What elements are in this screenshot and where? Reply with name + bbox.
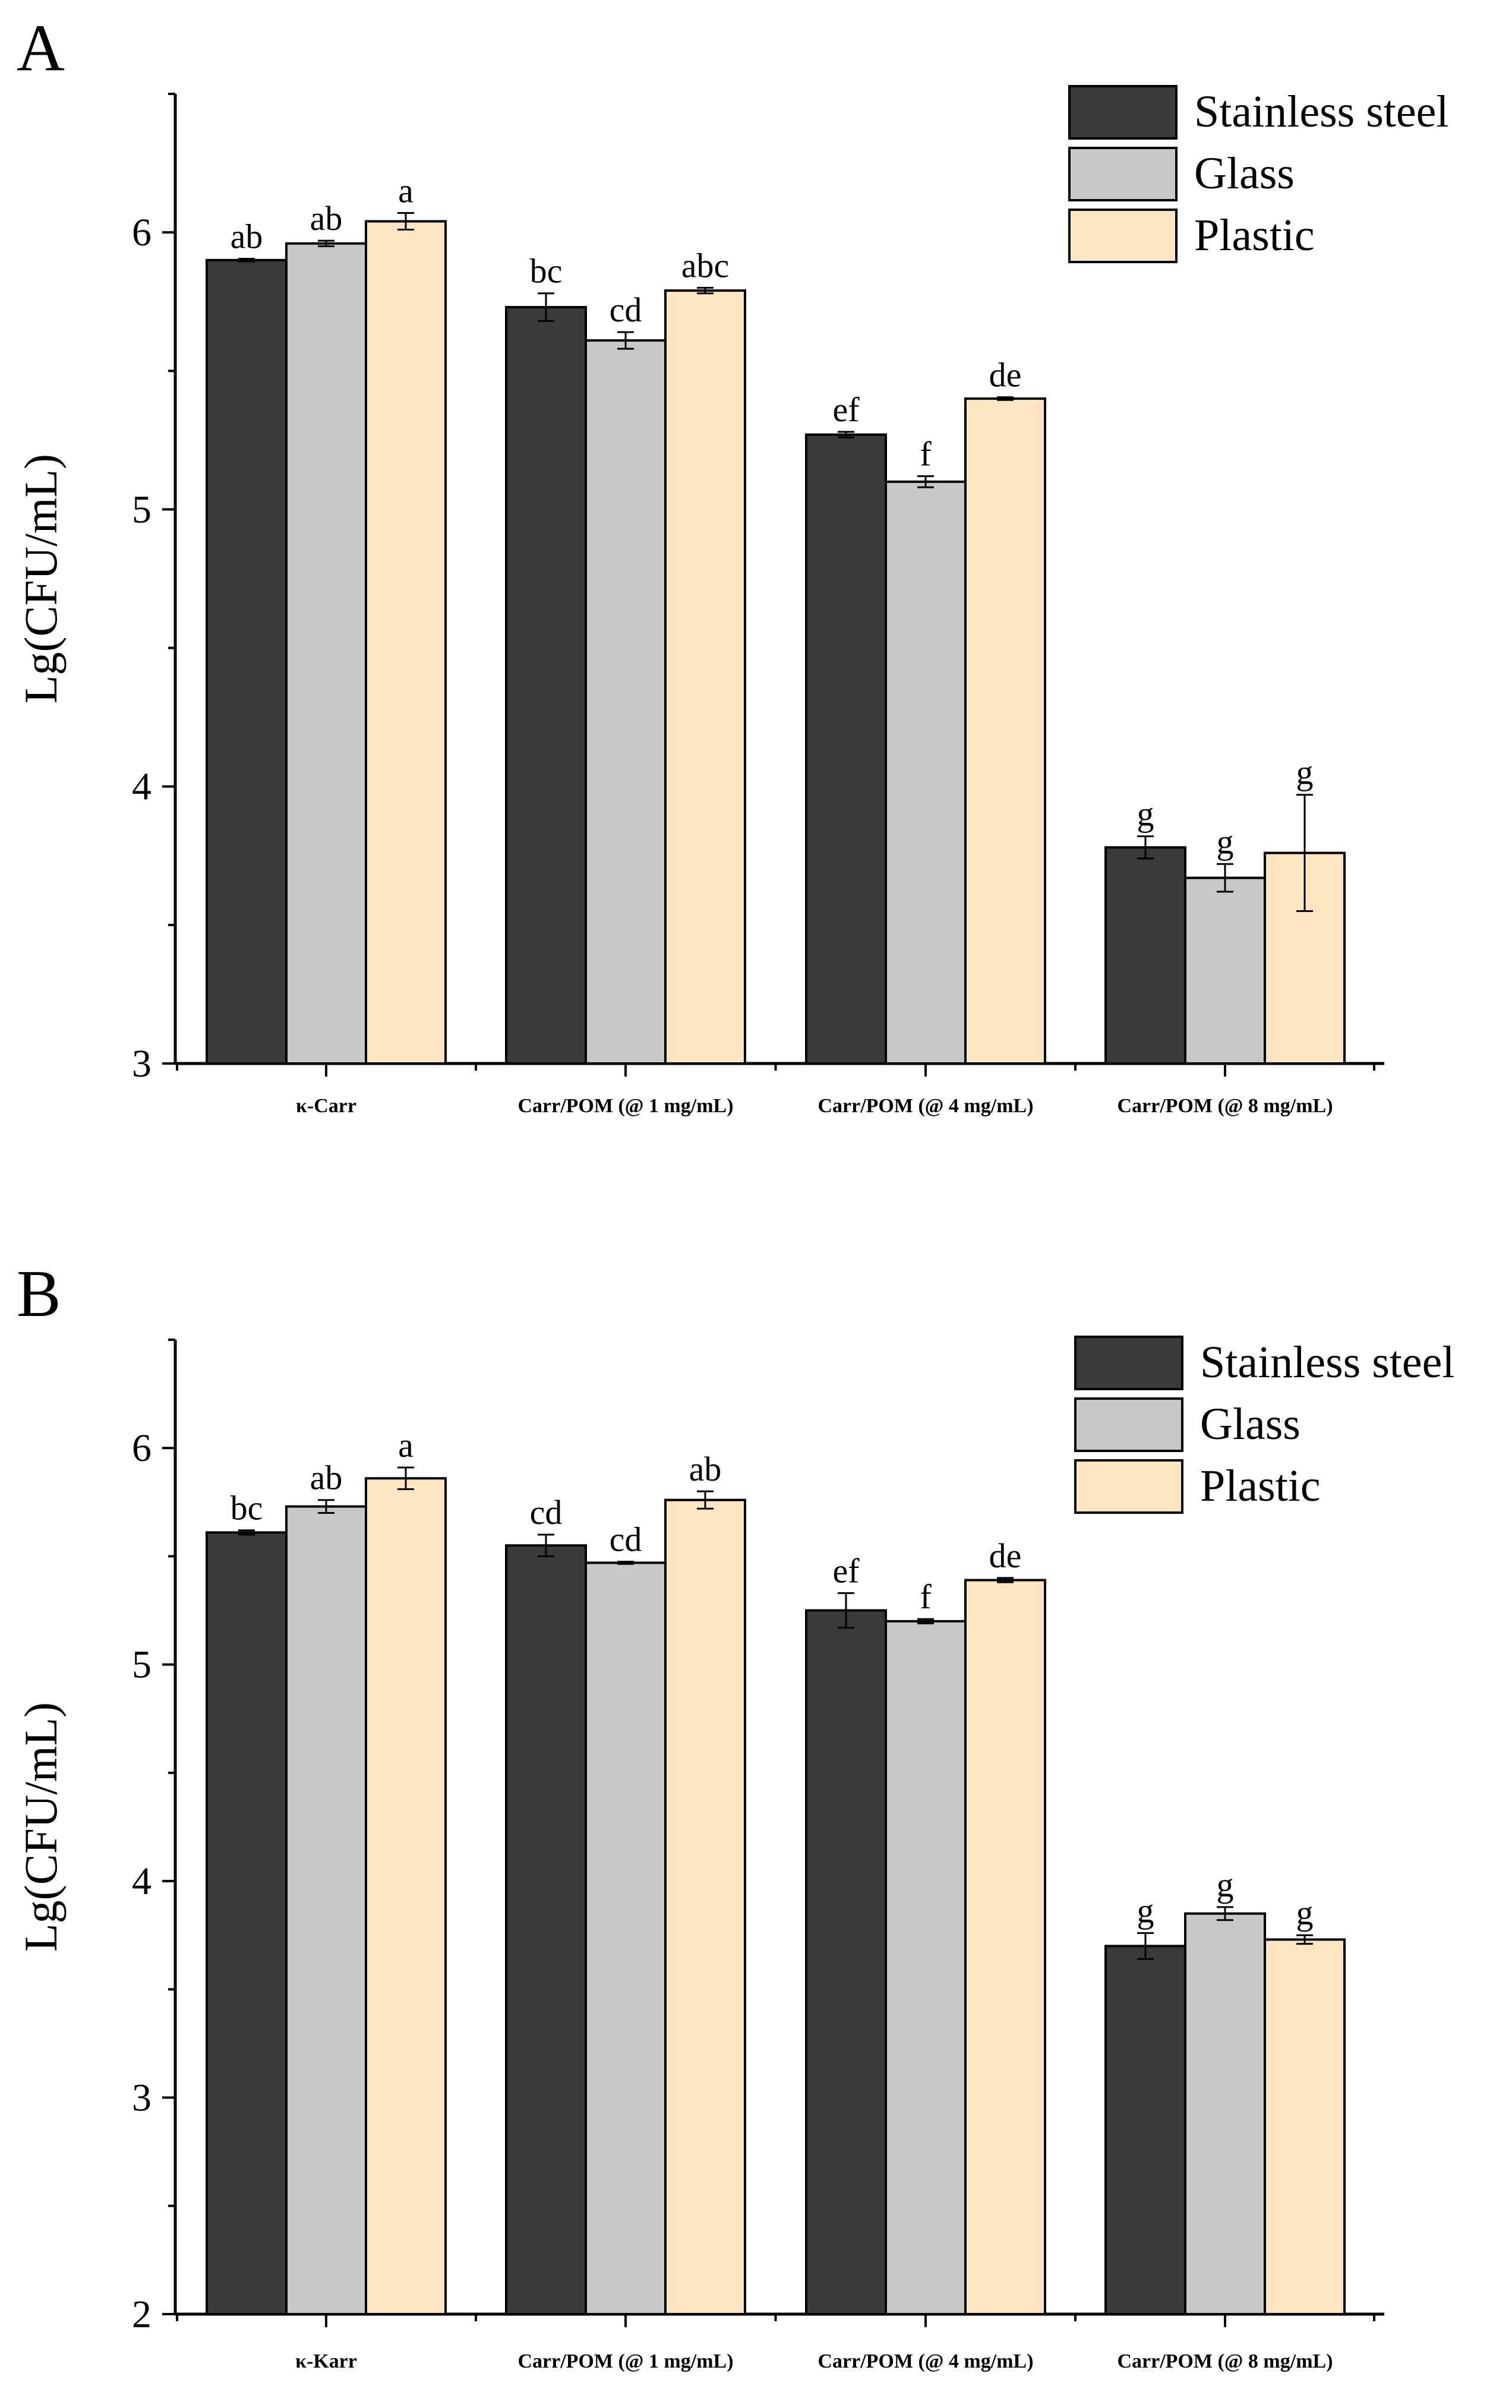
bar: [664, 289, 746, 1065]
bar: [505, 1544, 587, 2315]
significance-letter: de: [989, 356, 1022, 395]
bar: [664, 1498, 746, 2316]
legend-swatch: [1074, 1459, 1183, 1514]
bar: [585, 339, 667, 1065]
category-label: Carr/POM (@ 4 mg/mL): [817, 2350, 1033, 2372]
panel-b: B 2 3 4 5 6 Lg(CFU/mL) κ-Karr Carr/POM (@ 1 mg/m…: [15, 1257, 1455, 2372]
bar: [206, 258, 288, 1065]
legend-label: Plastic: [1200, 1461, 1321, 1511]
significance-letter: cd: [610, 1520, 642, 1559]
y-tick-label: 3: [132, 1042, 151, 1085]
significance-letter: f: [920, 1577, 932, 1616]
significance-letter: ab: [310, 1459, 343, 1497]
bar: [805, 1609, 887, 2316]
significance-letter: cd: [610, 291, 642, 329]
significance-letter: g: [1296, 1893, 1314, 1932]
y-tick-label: 5: [132, 1643, 151, 1687]
bar: [206, 1531, 288, 2315]
panel-letter: B: [17, 1257, 61, 1331]
legend-swatch: [1068, 147, 1178, 201]
category-label: Carr/POM (@ 1 mg/mL): [517, 2350, 733, 2372]
legend-label: Stainless steel: [1194, 87, 1449, 137]
bar: [1264, 1938, 1346, 2316]
significance-letter: a: [398, 172, 413, 210]
significance-letter: g: [1296, 753, 1314, 792]
y-tick-label: 4: [132, 765, 151, 809]
legend-label: Glass: [1194, 149, 1295, 198]
bar: [805, 433, 887, 1065]
legend-swatch: [1074, 1397, 1183, 1452]
significance-letter: g: [1137, 795, 1154, 834]
bar: [365, 220, 447, 1065]
category-label: Carr/POM (@ 8 mg/mL): [1117, 2350, 1333, 2372]
y-tick-label: 5: [132, 488, 151, 531]
bar: [285, 242, 367, 1065]
significance-letter: ef: [832, 1551, 860, 1590]
bar: [365, 1477, 447, 2315]
bar: [885, 1620, 967, 2315]
significance-letter: g: [1217, 1866, 1234, 1904]
legend: Stainless steel Glass Plastic: [1074, 1336, 1455, 1514]
y-tick-label: 4: [132, 1860, 151, 1903]
category-label: κ-Karr: [295, 2350, 357, 2372]
significance-letter: a: [398, 1426, 413, 1465]
significance-letter: de: [989, 1536, 1022, 1575]
legend: Stainless steel Glass Plastic: [1068, 85, 1449, 263]
y-tick-label: 6: [132, 1427, 151, 1470]
y-tick-label: 6: [132, 211, 151, 254]
significance-letter: ef: [832, 390, 860, 429]
bar: [885, 480, 967, 1065]
significance-letter: f: [920, 434, 932, 473]
significance-letter: ab: [231, 217, 263, 255]
panel-a: A 3 4 5 6 Lg(CFU/mL) κ-Carr Carr/POM (@ 1 mg/mL…: [15, 11, 1449, 1117]
bar: [964, 1579, 1046, 2316]
significance-letter: g: [1217, 822, 1234, 861]
legend-swatch: [1068, 85, 1178, 140]
bar: [285, 1505, 367, 2316]
y-axis-title: Lg(CFU/mL): [15, 1702, 67, 1952]
y-tick-label: 2: [132, 2293, 151, 2336]
bar: [1104, 846, 1186, 1065]
legend-swatch: [1074, 1336, 1183, 1390]
significance-letter: ab: [689, 1450, 722, 1488]
legend-label: Plastic: [1194, 210, 1315, 260]
panel-letter: A: [17, 11, 65, 85]
legend-swatch: [1068, 209, 1178, 263]
legend-label: Stainless steel: [1200, 1337, 1455, 1387]
significance-letter: bc: [530, 252, 563, 291]
y-axis-title: Lg(CFU/mL): [15, 454, 67, 703]
bar: [1184, 876, 1266, 1065]
bar: [505, 306, 587, 1065]
bar: [1264, 851, 1346, 1065]
y-tick-label: 3: [132, 2076, 151, 2120]
bar: [585, 1561, 667, 2315]
significance-letter: cd: [530, 1493, 563, 1532]
category-label: κ-Carr: [296, 1095, 356, 1117]
bar: [964, 397, 1046, 1065]
significance-letter: abc: [681, 246, 730, 285]
bar: [1184, 1912, 1266, 2316]
category-label: Carr/POM (@ 4 mg/mL): [817, 1095, 1033, 1117]
category-label: Carr/POM (@ 1 mg/mL): [517, 1095, 733, 1117]
legend-label: Glass: [1200, 1399, 1300, 1449]
bar: [1104, 1945, 1186, 2315]
significance-letter: g: [1137, 1892, 1154, 1930]
significance-letter: bc: [231, 1489, 263, 1528]
category-label: Carr/POM (@ 8 mg/mL): [1117, 1095, 1333, 1117]
significance-letter: ab: [310, 199, 343, 238]
